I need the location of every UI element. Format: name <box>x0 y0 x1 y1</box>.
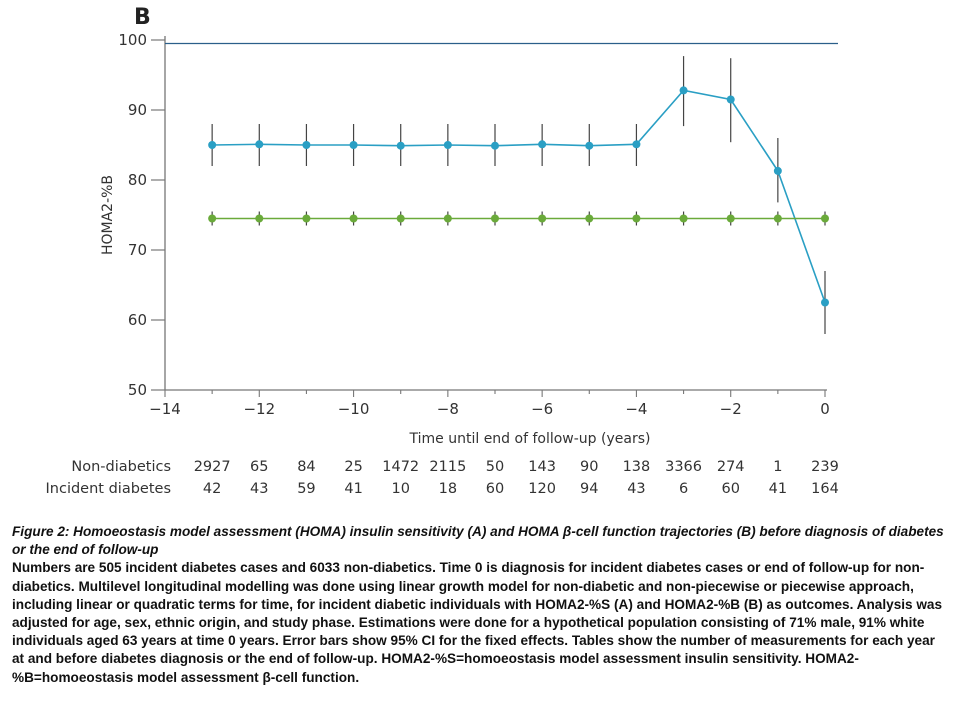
x-tick-label: −10 <box>338 400 370 418</box>
table-count: 143 <box>528 459 556 475</box>
data-point <box>538 140 547 149</box>
axes: 50 60 70 80 90 100 −14 −12 −10 −8 −6 −4 −2 0 <box>118 31 829 418</box>
data-point <box>632 140 641 149</box>
table-count: 164 <box>811 481 839 497</box>
table-count: 2115 <box>429 459 466 475</box>
series-2 <box>208 211 829 226</box>
table-row-label: Incident diabetes <box>46 481 171 497</box>
data-point <box>208 214 217 223</box>
x-tick-label: −6 <box>531 400 553 418</box>
table-count: 59 <box>297 481 315 497</box>
data-point <box>208 141 217 149</box>
table-count: 65 <box>250 459 268 475</box>
data-point <box>302 214 311 223</box>
table-count: 6 <box>679 481 688 497</box>
data-point <box>491 141 499 150</box>
table-count: 3366 <box>665 459 702 475</box>
x-tick-label: −12 <box>243 400 275 418</box>
count-table: Non-diabetics 2927 65 84 25 1472 2115 50 143 90 13… <box>46 459 839 497</box>
data-point <box>679 214 688 223</box>
table-count: 1 <box>773 459 782 475</box>
table-count: 274 <box>717 459 745 475</box>
table-count: 94 <box>580 481 598 497</box>
table-count: 90 <box>580 459 598 475</box>
table-count: 1472 <box>382 459 419 475</box>
x-axis-title: Time until end of follow-up (years) <box>409 431 651 447</box>
y-tick-label: 60 <box>128 311 147 329</box>
data-point <box>632 214 641 223</box>
table-count: 41 <box>344 481 362 497</box>
table-count: 43 <box>250 481 268 497</box>
data-point <box>821 298 829 307</box>
data-point <box>679 86 688 95</box>
table-count: 41 <box>769 481 787 497</box>
table-count: 60 <box>486 481 504 497</box>
y-tick-label: 100 <box>118 31 147 49</box>
series-line <box>212 89 826 303</box>
data-point <box>443 214 452 223</box>
data-point <box>538 214 547 223</box>
x-tick-label: −4 <box>625 400 647 418</box>
data-point <box>773 166 782 175</box>
table-count: 60 <box>721 481 739 497</box>
y-tick-label: 50 <box>128 381 147 399</box>
figure-caption: Figure 2: Homoeostasis model assessment … <box>12 523 950 687</box>
data-point <box>585 141 594 150</box>
x-tick-label: −14 <box>149 400 181 418</box>
data-point <box>396 214 405 223</box>
data-point <box>726 95 735 104</box>
table-count: 25 <box>344 459 362 475</box>
table-count: 43 <box>627 481 645 497</box>
data-point <box>349 214 358 223</box>
homa-b-chart: B HOMA2-%B Time until end of follow-up (… <box>46 5 839 497</box>
x-tick-label: −2 <box>720 400 742 418</box>
x-tick-label: 0 <box>820 400 830 418</box>
table-count: 239 <box>811 459 839 475</box>
table-count: 18 <box>439 481 457 497</box>
data-point <box>255 214 264 223</box>
data-point <box>443 141 452 149</box>
caption-title: Figure 2: Homoeostasis model assessment … <box>12 524 944 558</box>
y-tick-label: 90 <box>128 101 147 119</box>
data-point <box>255 140 264 149</box>
data-point <box>302 141 311 149</box>
table-count: 138 <box>623 459 651 475</box>
table-count: 84 <box>297 459 315 475</box>
table-count: 120 <box>528 481 556 497</box>
table-count: 50 <box>486 459 504 475</box>
table-count: 42 <box>203 481 221 497</box>
data-point <box>585 214 594 223</box>
data-point <box>726 214 735 223</box>
panel-label: B <box>134 5 151 30</box>
series-1 <box>208 56 829 334</box>
data-point <box>349 141 358 149</box>
plot-area <box>165 42 838 334</box>
data-point <box>491 214 499 223</box>
table-count: 10 <box>391 481 409 497</box>
y-tick-label: 80 <box>128 171 147 189</box>
data-point <box>396 141 405 150</box>
caption-body: Numbers are 505 incident diabetes cases … <box>12 560 943 685</box>
data-point <box>821 214 829 223</box>
x-tick-label: −8 <box>437 400 459 418</box>
table-row-label: Non-diabetics <box>71 459 171 475</box>
table-count: 2927 <box>194 459 231 475</box>
y-tick-label: 70 <box>128 241 147 259</box>
y-axis-title: HOMA2-%B <box>100 175 116 255</box>
data-point <box>773 214 782 223</box>
